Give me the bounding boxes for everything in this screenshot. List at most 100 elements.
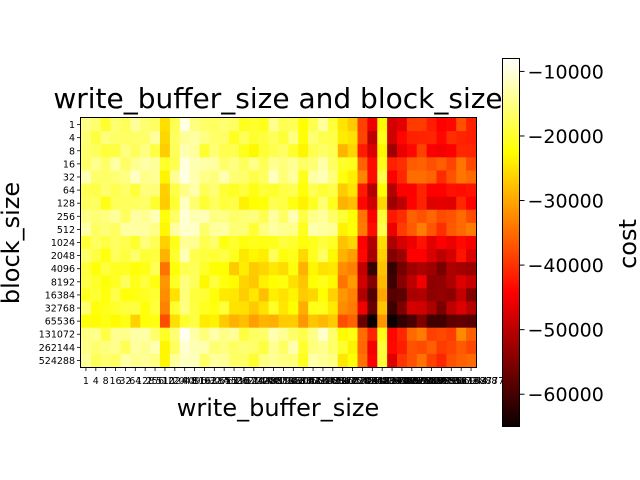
heatmap-cell	[120, 131, 131, 145]
heatmap-cell	[337, 209, 349, 224]
heatmap-cell	[347, 144, 359, 158]
heatmap-cell	[248, 262, 260, 276]
heatmap-cell	[367, 183, 378, 198]
heatmap-cell	[318, 262, 329, 276]
y-tick-label: 524288	[39, 356, 75, 367]
heatmap-cell	[219, 262, 230, 276]
heatmap-cell	[258, 249, 270, 263]
heatmap-cell	[199, 118, 210, 132]
heatmap-cell	[436, 340, 447, 355]
heatmap-cell	[288, 288, 299, 302]
heatmap-cell	[130, 288, 141, 302]
heatmap-cell	[219, 235, 230, 250]
heatmap-cell	[298, 288, 309, 302]
heatmap-cell	[367, 131, 378, 145]
heatmap-cell	[327, 249, 339, 263]
heatmap-cell	[160, 222, 171, 237]
heatmap-cell	[219, 340, 230, 355]
heatmap-cell	[179, 235, 191, 250]
heatmap-cell	[248, 183, 260, 198]
heatmap-cell	[120, 262, 131, 276]
y-tick-label: 4096	[51, 264, 75, 275]
x-tick-label: 262144	[236, 376, 272, 387]
heatmap-cell	[318, 209, 329, 224]
y-tick-label: 256	[57, 212, 75, 223]
heatmap-cell	[456, 144, 467, 158]
heatmap-cell	[140, 118, 151, 132]
heatmap-cell	[100, 353, 112, 368]
heatmap-cell	[298, 131, 309, 145]
heatmap-cell	[110, 262, 122, 276]
heatmap-cell	[318, 249, 329, 263]
heatmap-cell	[298, 157, 309, 171]
heatmap-cell	[426, 209, 438, 224]
heatmap-cell	[248, 196, 260, 211]
heatmap-cell	[239, 249, 250, 263]
heatmap-cell	[466, 288, 477, 302]
heatmap-cell	[387, 209, 398, 224]
heatmap-cell	[130, 209, 141, 224]
heatmap-cell	[426, 157, 438, 171]
heatmap-cell	[416, 249, 428, 263]
colorbar-tick-label: −50000	[528, 320, 604, 342]
heatmap-cell	[446, 249, 457, 263]
heatmap-cell	[278, 340, 289, 355]
heatmap-cell	[120, 170, 131, 185]
heatmap-cell	[308, 170, 319, 185]
heatmap-cell	[239, 288, 250, 302]
heatmap-cell	[120, 157, 131, 171]
heatmap-cell	[327, 157, 339, 171]
heatmap-cell	[90, 118, 102, 132]
heatmap-cell	[189, 157, 201, 171]
heatmap-cell	[406, 144, 418, 158]
heatmap-cell	[110, 301, 122, 316]
heatmap-cell	[456, 262, 467, 276]
heatmap-cell	[446, 196, 457, 211]
heatmap-cell	[81, 314, 92, 329]
heatmap-cell	[466, 157, 477, 171]
heatmap-cell	[248, 209, 260, 224]
heatmap-cell	[377, 209, 388, 224]
y-tick-label: 8	[69, 146, 75, 157]
heatmap-cell	[308, 209, 319, 224]
heatmap-cell	[169, 170, 181, 185]
heatmap-cell	[90, 314, 102, 329]
x-tick-label: 536870912	[335, 376, 389, 387]
heatmap-cell	[298, 235, 309, 250]
heatmap-cell	[298, 170, 309, 185]
heatmap-cell	[288, 222, 299, 237]
heatmap-cell	[150, 249, 161, 263]
heatmap-cell	[179, 131, 191, 145]
heatmap-cell	[367, 340, 378, 355]
heatmap-cell	[278, 288, 289, 302]
heatmap-cell	[466, 301, 477, 316]
heatmap-cell	[337, 275, 349, 289]
heatmap-cell	[298, 262, 309, 276]
y-tick-label: 32768	[45, 304, 75, 315]
heatmap-cell	[189, 170, 201, 185]
heatmap-cell	[377, 144, 388, 158]
heatmap-cell	[209, 157, 220, 171]
heatmap-cell	[397, 157, 408, 171]
heatmap-cell	[377, 353, 388, 368]
heatmap-cell	[278, 170, 289, 185]
heatmap-cell	[258, 262, 270, 276]
heatmap-cell	[456, 170, 467, 185]
heatmap-cell	[337, 183, 349, 198]
heatmap-cell	[199, 183, 210, 198]
heatmap-cell	[436, 327, 447, 342]
heatmap-cell	[140, 235, 151, 250]
heatmap-cell	[436, 196, 447, 211]
heatmap-cell	[239, 327, 250, 342]
y-tick-label: 32	[63, 172, 75, 183]
heatmap-cell	[150, 170, 161, 185]
heatmap-cell	[278, 131, 289, 145]
x-tick-label: 1099511627776	[432, 376, 511, 387]
heatmap-cell	[140, 301, 151, 316]
heatmap-cell	[110, 209, 122, 224]
x-tick-label: 16777216	[289, 376, 337, 387]
x-tick-label: 4	[93, 376, 99, 387]
x-tick-label: 4294967296	[362, 376, 422, 387]
heatmap-cell	[179, 170, 191, 185]
heatmap-cell	[278, 353, 289, 368]
